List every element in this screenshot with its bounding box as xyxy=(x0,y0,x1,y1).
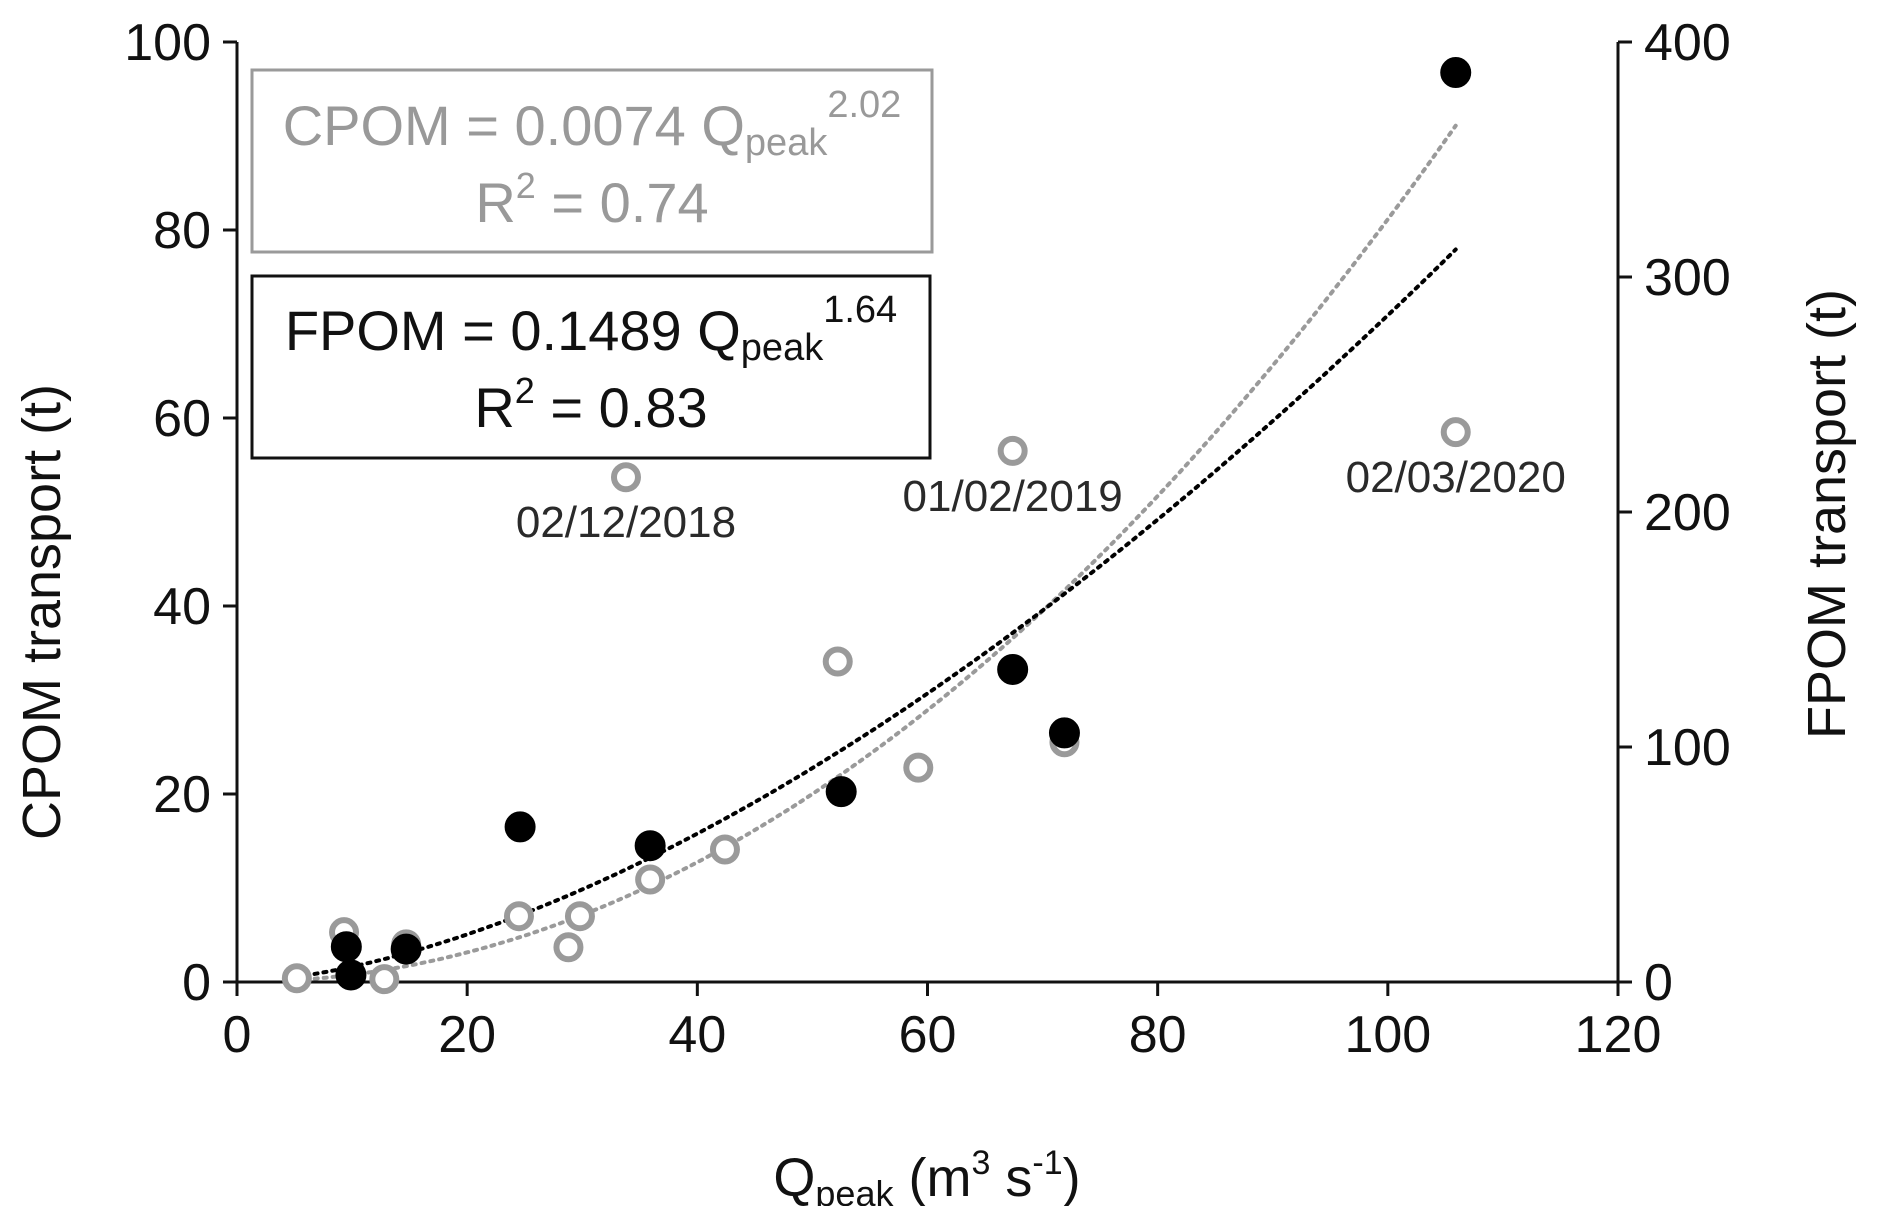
x-axis-title: Qpeak (m3 s-1) xyxy=(773,1144,1080,1206)
cpom-point xyxy=(281,963,312,994)
cpom-point xyxy=(503,901,534,932)
cpom-point xyxy=(822,646,853,677)
fpom-point xyxy=(1440,57,1472,89)
fpom-fit-trendline xyxy=(294,247,1458,979)
x-tick-label: 100 xyxy=(1344,1006,1431,1064)
x-tick-label: 20 xyxy=(438,1006,496,1064)
cpom-point xyxy=(635,864,666,895)
x-tick-label: 0 xyxy=(223,1006,252,1064)
cpom-point xyxy=(997,435,1028,466)
x-tick-label: 40 xyxy=(668,1006,726,1064)
fpom-point xyxy=(390,933,422,965)
cpom-point xyxy=(369,964,400,995)
fpom-point xyxy=(504,811,536,843)
cpom-equation: CPOM = 0.0074 Qpeak2.02 xyxy=(283,84,902,164)
y-right-tick-label: 0 xyxy=(1644,954,1673,1012)
date-annotation: 02/03/2020 xyxy=(1346,453,1566,502)
cpom-fit-trendline xyxy=(294,123,1458,983)
fpom-point xyxy=(1048,717,1080,749)
fpom-point xyxy=(997,653,1029,685)
cpom-r2: R2 = 0.74 xyxy=(475,165,708,234)
y-left-tick-label: 20 xyxy=(153,766,211,824)
fpom-r2: R2 = 0.83 xyxy=(474,370,707,439)
cpom-equation-box: CPOM = 0.0074 Qpeak2.02 R2 = 0.74 xyxy=(250,68,934,254)
y-right-axis-title: FPOM transport (t) xyxy=(1797,289,1857,739)
y-left-tick-label: 60 xyxy=(153,390,211,448)
cpom-point xyxy=(903,752,934,783)
date-annotation: 01/02/2019 xyxy=(903,472,1123,521)
fpom-point xyxy=(335,959,367,991)
y-right-tick-label: 100 xyxy=(1644,719,1731,777)
fpom-point xyxy=(825,776,857,808)
y-left-tick-label: 80 xyxy=(153,202,211,260)
y-right-tick-label: 400 xyxy=(1644,14,1731,72)
annotation-layer: 02/12/2018 01/02/2019 02/03/2020 xyxy=(516,453,1566,547)
x-tick-label: 60 xyxy=(899,1006,957,1064)
x-tick-label: 120 xyxy=(1575,1006,1662,1064)
fpom-point xyxy=(634,830,666,862)
y-left-tick-label: 0 xyxy=(182,954,211,1012)
date-annotation: 02/12/2018 xyxy=(516,498,736,547)
points-layer xyxy=(281,57,1472,995)
y-right-tick-label: 200 xyxy=(1644,484,1731,542)
cpom-point xyxy=(553,932,584,963)
y-left-tick-label: 100 xyxy=(124,14,211,72)
trendline-layer xyxy=(294,123,1458,983)
fpom-point xyxy=(330,931,362,963)
x-tick-label: 80 xyxy=(1129,1006,1187,1064)
cpom-point xyxy=(1440,417,1471,448)
fpom-equation: FPOM = 0.1489 Qpeak1.64 xyxy=(285,289,897,369)
cpom-point xyxy=(564,901,595,932)
y-right-tick-label: 300 xyxy=(1644,249,1731,307)
fpom-equation-box: FPOM = 0.1489 Qpeak1.64 R2 = 0.83 xyxy=(250,274,932,460)
cpom-point xyxy=(709,834,740,865)
cpom-point xyxy=(610,462,641,493)
y-left-tick-label: 40 xyxy=(153,578,211,636)
y-left-axis-title: CPOM transport (t) xyxy=(12,384,72,840)
